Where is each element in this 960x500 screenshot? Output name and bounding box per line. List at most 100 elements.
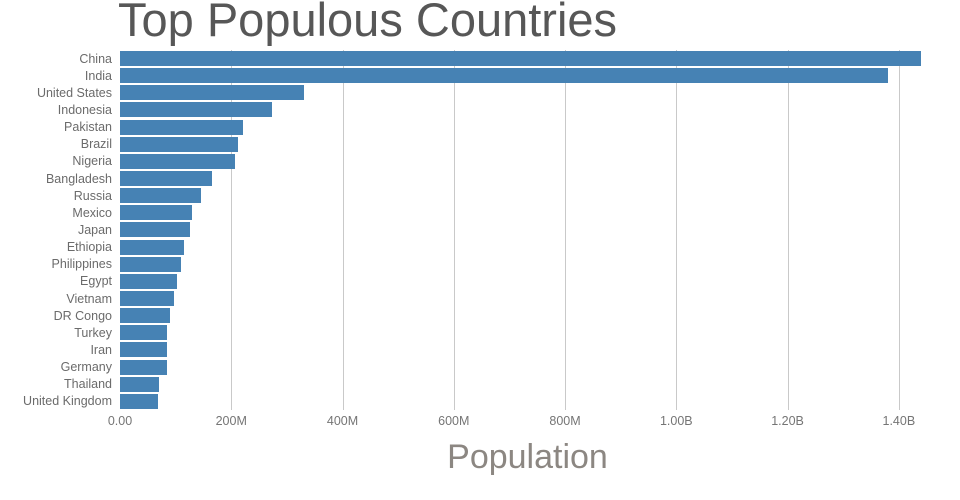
x-axis-title: Population <box>447 438 608 476</box>
bar <box>120 51 921 67</box>
category-label: India <box>84 68 112 83</box>
category-label: Ethiopia <box>66 240 112 255</box>
category-label-row: Iran <box>0 341 112 358</box>
bar-row <box>120 119 935 136</box>
category-label: Vietnam <box>66 291 112 306</box>
bar-row <box>120 239 935 256</box>
category-label: Japan <box>77 222 112 237</box>
category-label: Brazil <box>80 137 112 152</box>
bar <box>120 85 305 101</box>
category-label: United States <box>36 85 112 100</box>
gridlines <box>120 50 935 410</box>
category-label: DR Congo <box>53 308 112 323</box>
bar-row <box>120 50 935 67</box>
x-tick-label: 1.00B <box>659 414 693 428</box>
bar-row <box>120 341 935 358</box>
x-tick-label: 400M <box>326 414 359 428</box>
bar-row <box>120 153 935 170</box>
gridline <box>342 50 344 410</box>
x-axis-tick-labels: 0.00 200M 400M 600M 800M 1.00B 1.20B 1.40B <box>0 414 960 432</box>
bar-row <box>120 273 935 290</box>
bar <box>120 171 212 187</box>
bar <box>120 188 202 204</box>
bar <box>120 376 159 392</box>
category-label: Bangladesh <box>45 171 112 186</box>
bar-row <box>120 256 935 273</box>
y-axis-category-labels: China India United States Indonesia Pakistan… <box>0 50 112 410</box>
bar-row <box>120 67 935 84</box>
gridline <box>787 50 789 410</box>
bar-row <box>120 376 935 393</box>
x-tick-label: 600M <box>438 414 470 428</box>
bar <box>120 68 888 84</box>
category-label-row: United Kingdom <box>0 393 112 410</box>
bar-row <box>120 187 935 204</box>
bar <box>120 222 191 238</box>
gridline <box>453 50 455 410</box>
bar-row <box>120 359 935 376</box>
bar-series <box>120 50 935 410</box>
gridline <box>898 50 900 410</box>
chart-title: Top Populous Countries <box>118 0 618 46</box>
category-label-row: India <box>0 67 112 84</box>
category-label-row: Indonesia <box>0 101 112 118</box>
bar-row <box>120 101 935 118</box>
gridline <box>231 50 233 410</box>
x-tick-label: 200M <box>215 414 247 428</box>
category-label-row: DR Congo <box>0 307 112 324</box>
category-label-row: Vietnam <box>0 290 112 307</box>
gridline <box>565 50 567 410</box>
category-label-row: Germany <box>0 359 112 376</box>
category-label-row: Egypt <box>0 273 112 290</box>
category-label-row: Ethiopia <box>0 239 112 256</box>
category-label-row: Mexico <box>0 204 112 221</box>
bar <box>120 153 235 169</box>
category-label: Turkey <box>74 325 112 340</box>
x-tick-label: 0.00 <box>107 414 133 428</box>
bar <box>120 273 177 289</box>
category-label: China <box>79 51 112 66</box>
plot-area <box>120 50 935 410</box>
x-tick-label: 1.40B <box>882 414 916 428</box>
category-label-row: China <box>0 50 112 67</box>
bar <box>120 136 239 152</box>
x-tick-label: 800M <box>549 414 581 428</box>
category-label-row: Japan <box>0 221 112 238</box>
bar <box>120 119 243 135</box>
bar-row <box>120 290 935 307</box>
category-label: Thailand <box>64 377 112 392</box>
category-label: Egypt <box>80 274 112 289</box>
bar <box>120 359 167 375</box>
category-label-row: Bangladesh <box>0 170 112 187</box>
bar-row <box>120 393 935 410</box>
bar <box>120 205 192 221</box>
category-label-row: Brazil <box>0 136 112 153</box>
category-label: Germany <box>60 360 112 375</box>
category-label-row: Philippines <box>0 256 112 273</box>
category-label: Nigeria <box>72 154 112 169</box>
category-label-row: Thailand <box>0 376 112 393</box>
x-tick-label: 1.20B <box>771 414 804 428</box>
bar <box>120 102 273 118</box>
bar-row <box>120 307 935 324</box>
bar <box>120 342 167 358</box>
bar-row <box>120 221 935 238</box>
category-label-row: Pakistan <box>0 119 112 136</box>
bar <box>120 291 174 307</box>
bar-row <box>120 136 935 153</box>
category-label-row: Russia <box>0 187 112 204</box>
category-label-row: Nigeria <box>0 153 112 170</box>
bar-row <box>120 170 935 187</box>
bar-row <box>120 204 935 221</box>
category-label: Indonesia <box>57 102 112 117</box>
category-label: Philippines <box>51 257 112 272</box>
bar <box>120 393 158 409</box>
category-label: Pakistan <box>64 120 112 135</box>
bar-row <box>120 324 935 341</box>
bar <box>120 256 182 272</box>
gridline <box>676 50 678 410</box>
category-label: Iran <box>90 342 112 357</box>
bar <box>120 308 171 324</box>
category-label: Russia <box>73 188 112 203</box>
